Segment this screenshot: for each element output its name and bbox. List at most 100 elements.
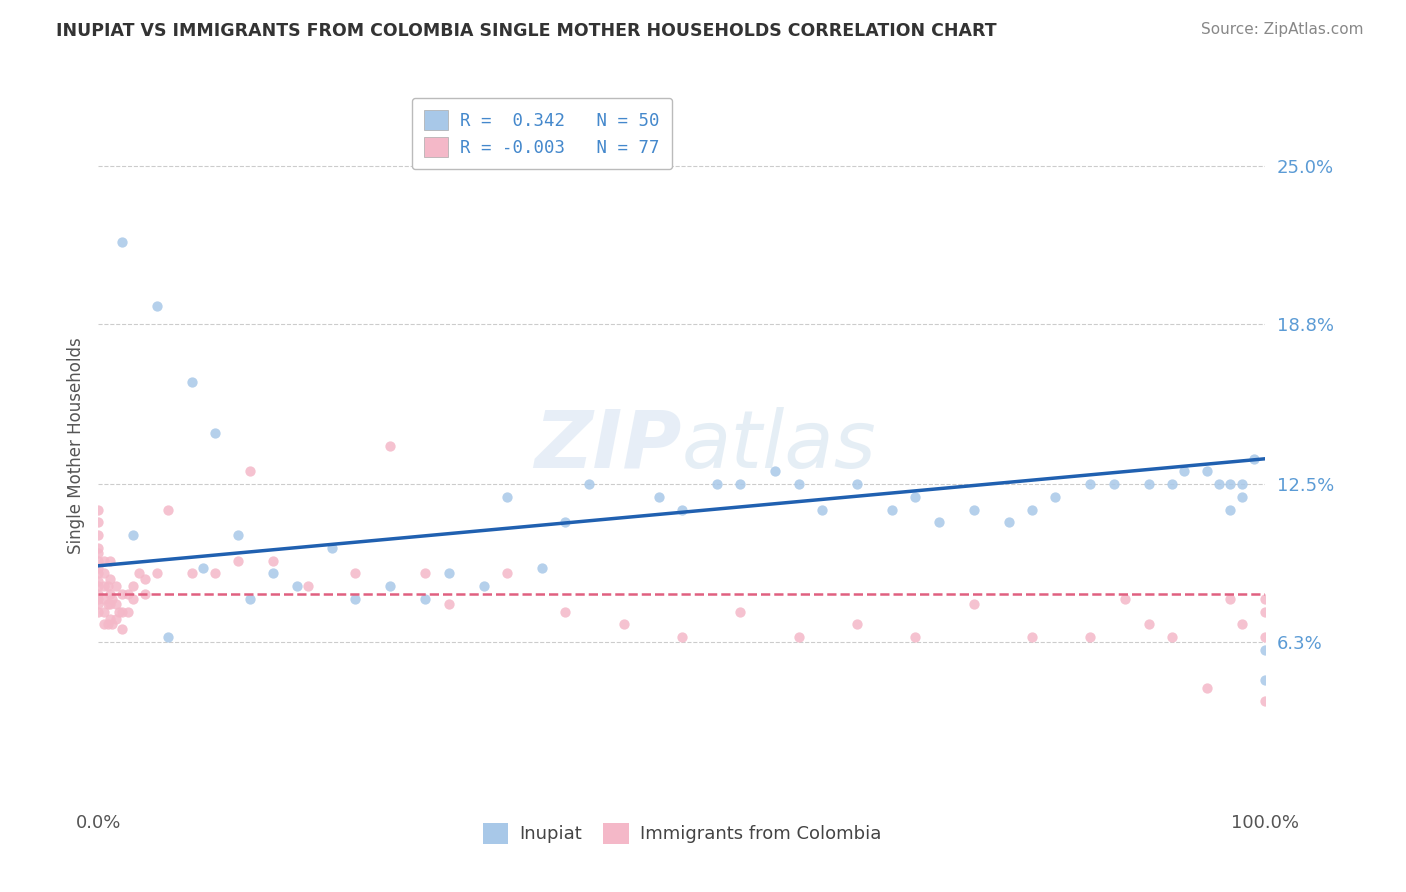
Point bbox=[1045, 490, 1067, 504]
Point bbox=[1254, 673, 1277, 688]
Point bbox=[1021, 630, 1043, 644]
Point bbox=[1243, 451, 1265, 466]
Point bbox=[157, 502, 180, 516]
Point bbox=[472, 579, 495, 593]
Point bbox=[93, 591, 115, 606]
Point bbox=[87, 554, 110, 568]
Point bbox=[87, 605, 110, 619]
Point bbox=[344, 566, 367, 581]
Point bbox=[87, 579, 110, 593]
Point bbox=[1254, 694, 1277, 708]
Point bbox=[1114, 591, 1136, 606]
Point bbox=[93, 566, 115, 581]
Point bbox=[1195, 681, 1218, 695]
Point bbox=[1230, 490, 1253, 504]
Point bbox=[87, 597, 110, 611]
Point bbox=[157, 630, 180, 644]
Point bbox=[117, 605, 139, 619]
Point bbox=[1021, 502, 1043, 516]
Point bbox=[97, 617, 120, 632]
Point bbox=[98, 587, 121, 601]
Point bbox=[1195, 465, 1218, 479]
Point bbox=[1080, 477, 1102, 491]
Point bbox=[1254, 605, 1277, 619]
Text: ZIP: ZIP bbox=[534, 407, 682, 485]
Point bbox=[1254, 643, 1277, 657]
Text: atlas: atlas bbox=[682, 407, 877, 485]
Point bbox=[1137, 617, 1160, 632]
Point bbox=[87, 516, 110, 530]
Point bbox=[811, 502, 834, 516]
Point bbox=[97, 597, 120, 611]
Point bbox=[285, 579, 308, 593]
Point bbox=[204, 566, 226, 581]
Point bbox=[193, 561, 215, 575]
Legend: Inupiat, Immigrants from Colombia: Inupiat, Immigrants from Colombia bbox=[475, 815, 889, 851]
Point bbox=[87, 546, 110, 560]
Point bbox=[904, 490, 927, 504]
Point bbox=[111, 623, 134, 637]
Point bbox=[297, 579, 319, 593]
Point bbox=[228, 528, 250, 542]
Point bbox=[87, 502, 110, 516]
Point bbox=[380, 439, 402, 453]
Point bbox=[1254, 591, 1277, 606]
Point bbox=[1161, 477, 1184, 491]
Point bbox=[530, 561, 553, 575]
Point bbox=[101, 591, 124, 606]
Point bbox=[613, 617, 636, 632]
Point bbox=[496, 490, 519, 504]
Text: INUPIAT VS IMMIGRANTS FROM COLOMBIA SINGLE MOTHER HOUSEHOLDS CORRELATION CHART: INUPIAT VS IMMIGRANTS FROM COLOMBIA SING… bbox=[56, 22, 997, 40]
Point bbox=[1137, 477, 1160, 491]
Point bbox=[1080, 630, 1102, 644]
Point bbox=[146, 299, 169, 313]
Point bbox=[239, 465, 262, 479]
Point bbox=[122, 528, 145, 542]
Point bbox=[87, 566, 110, 581]
Point bbox=[98, 554, 121, 568]
Point bbox=[262, 554, 284, 568]
Point bbox=[98, 612, 121, 626]
Point bbox=[87, 528, 110, 542]
Point bbox=[437, 597, 460, 611]
Point bbox=[134, 572, 156, 586]
Point bbox=[554, 516, 576, 530]
Point bbox=[101, 617, 124, 632]
Point bbox=[228, 554, 250, 568]
Point bbox=[93, 605, 115, 619]
Point bbox=[787, 477, 810, 491]
Point bbox=[413, 591, 436, 606]
Point bbox=[904, 630, 927, 644]
Point bbox=[93, 617, 115, 632]
Point bbox=[880, 502, 903, 516]
Point bbox=[122, 579, 145, 593]
Point bbox=[87, 574, 110, 588]
Point bbox=[262, 566, 284, 581]
Point bbox=[730, 477, 752, 491]
Point bbox=[87, 591, 110, 606]
Point bbox=[1219, 502, 1241, 516]
Point bbox=[111, 587, 134, 601]
Point bbox=[1219, 477, 1241, 491]
Point bbox=[117, 587, 139, 601]
Point bbox=[204, 426, 226, 441]
Point bbox=[647, 490, 669, 504]
Point bbox=[104, 579, 127, 593]
Point bbox=[1254, 630, 1277, 644]
Point bbox=[1161, 630, 1184, 644]
Point bbox=[578, 477, 600, 491]
Point bbox=[706, 477, 728, 491]
Text: Source: ZipAtlas.com: Source: ZipAtlas.com bbox=[1201, 22, 1364, 37]
Point bbox=[180, 376, 202, 390]
Point bbox=[104, 612, 127, 626]
Point bbox=[1230, 617, 1253, 632]
Point bbox=[730, 605, 752, 619]
Point bbox=[997, 516, 1019, 530]
Point bbox=[928, 516, 950, 530]
Point bbox=[1230, 477, 1253, 491]
Point bbox=[180, 566, 202, 581]
Point bbox=[87, 541, 110, 555]
Y-axis label: Single Mother Households: Single Mother Households bbox=[66, 338, 84, 554]
Point bbox=[1208, 477, 1230, 491]
Point bbox=[87, 561, 110, 575]
